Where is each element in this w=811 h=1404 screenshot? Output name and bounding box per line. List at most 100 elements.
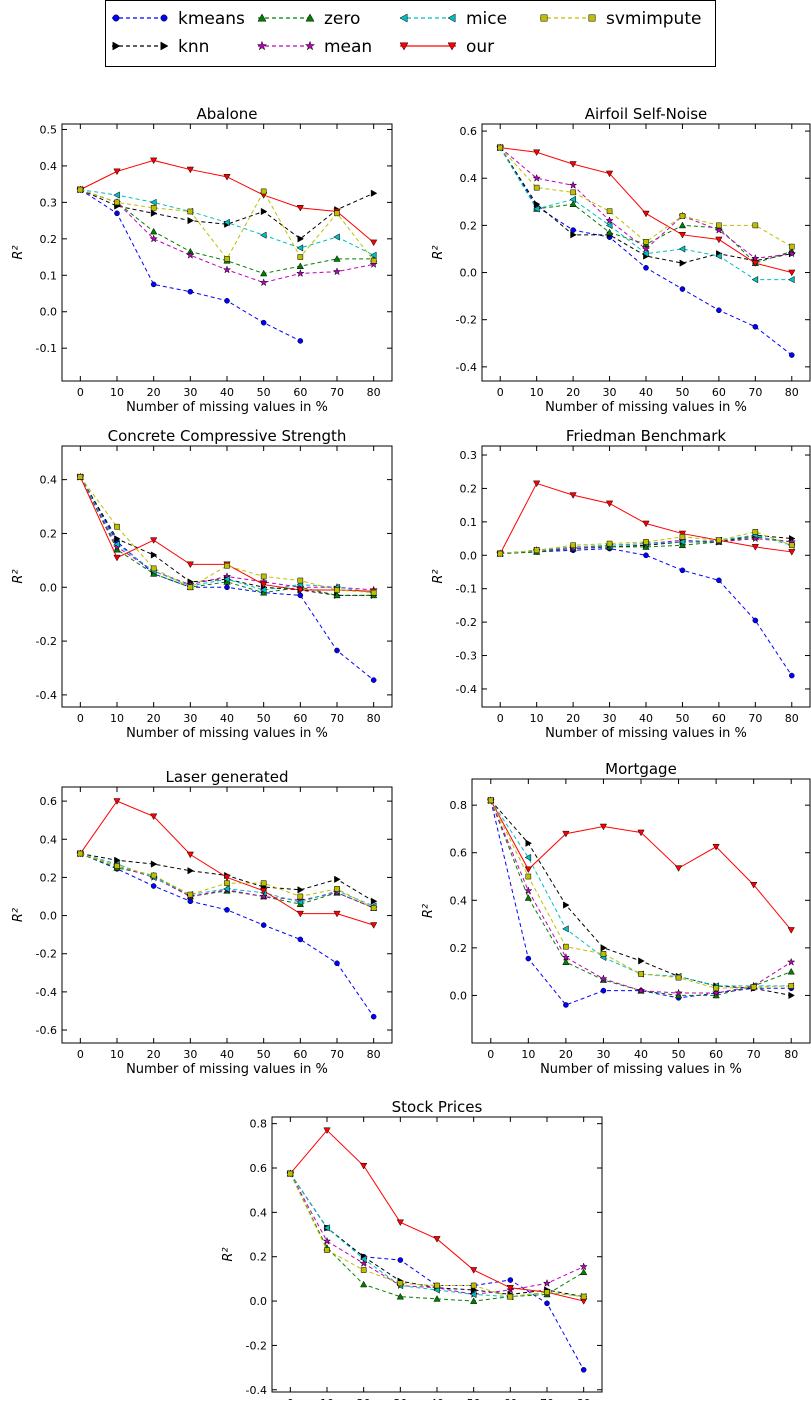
data-point [524,853,532,862]
y-tick-label: 0.4 [40,160,58,173]
data-point [787,967,795,975]
x-tick-label: 70 [748,712,762,725]
axes-frame [481,123,811,382]
y-tick-label: 0.1 [460,516,478,529]
data-point [333,255,341,262]
x-tick-label: 70 [330,1048,344,1061]
x-tick-label: 0 [497,386,504,399]
data-point [563,901,570,909]
data-point [606,540,613,547]
y-tick-label: 0.2 [450,942,468,955]
data-point [370,589,377,596]
y-tick-label: 0.2 [40,233,58,246]
x-axis-label: Number of missing values in % [540,1062,742,1077]
data-point [532,205,540,213]
y-tick-label: -0.4 [36,689,57,702]
data-point [297,235,305,243]
data-point [114,210,120,217]
data-point [187,891,194,898]
x-tick-label: 0 [487,1048,494,1061]
data-point [297,254,304,260]
data-point [333,910,341,918]
data-point [370,257,377,264]
data-point [370,905,377,911]
subplot: -0.4 -0.2 0.0 0.2 0.4 0 10 20 30 40 50 60 70 80 Concre… [11,427,393,741]
data-point [507,1293,514,1300]
data-point [788,352,795,358]
data-point [187,208,194,215]
series-line [490,800,792,1006]
data-point [113,168,121,176]
data-point [260,887,268,895]
series-line [490,800,792,987]
data-point [150,565,157,572]
x-tick-label: 20 [147,386,161,399]
data-point [580,1367,587,1373]
data-point [296,262,304,269]
data-point [568,180,578,189]
data-point [333,233,340,241]
data-point [150,872,157,879]
legend-marker [112,14,120,22]
data-point [642,250,649,258]
data-point [674,865,683,872]
x-tick-label: 70 [330,712,344,725]
x-tick-label: 80 [367,712,381,725]
data-point [638,957,645,965]
data-point [396,1292,404,1300]
data-point [260,269,268,277]
legend-label: svmimpute [606,9,701,29]
x-tick-label: 20 [147,1048,161,1061]
x-tick-label: 50 [257,386,271,399]
x-tick-label: 40 [220,386,234,399]
data-point [788,243,795,250]
data-point [150,157,158,165]
chart-title: Airfoil Self-Noise [585,105,708,123]
series-line [289,1129,584,1302]
data-point [525,873,532,880]
data-point [259,231,267,239]
data-point [605,500,614,508]
data-point [678,541,687,549]
series-line [289,1173,584,1298]
data-point [752,617,759,624]
y-tick-label: -0.4 [456,683,477,696]
y-tick-label: 0.2 [460,482,478,495]
data-point [562,925,569,933]
data-point [599,823,608,831]
y-tick-label: -0.2 [246,1339,267,1352]
legend-marker [399,13,408,23]
data-point [186,250,195,259]
data-point [569,161,577,168]
data-point [570,542,576,549]
data-point [532,173,541,182]
data-point [322,1236,332,1245]
series-line [80,189,374,274]
data-point [186,561,194,569]
x-axis-label: Number of missing values in % [126,1062,328,1077]
data-point [712,843,720,851]
subplot: -0.1 0.0 0.1 0.2 0.3 0.4 0.5 0 10 20 30 40 50 60 70 80 A… [11,105,393,415]
y-tick-label: 0.8 [450,799,468,812]
legend-item: mice [399,9,507,29]
data-point [641,244,651,253]
y-tick-label: -0.1 [36,342,57,355]
y-tick-label: 0.2 [40,527,58,540]
y-tick-label: 0.4 [250,1206,268,1219]
data-point [750,882,758,889]
legend-label: mean [324,37,372,57]
data-point [787,249,797,258]
data-point [77,850,84,857]
legend-marker [447,42,457,51]
data-point [750,984,757,990]
x-axis-label: Number of missing values in % [126,400,328,415]
data-point [187,288,194,295]
x-tick-label: 10 [530,712,544,725]
data-point [788,991,795,1000]
legend-marker [112,41,121,51]
x-tick-label: 10 [110,386,124,399]
data-point [433,1236,441,1243]
y-tick-label: -0.6 [36,1024,57,1037]
x-tick-label: 60 [293,1048,307,1061]
